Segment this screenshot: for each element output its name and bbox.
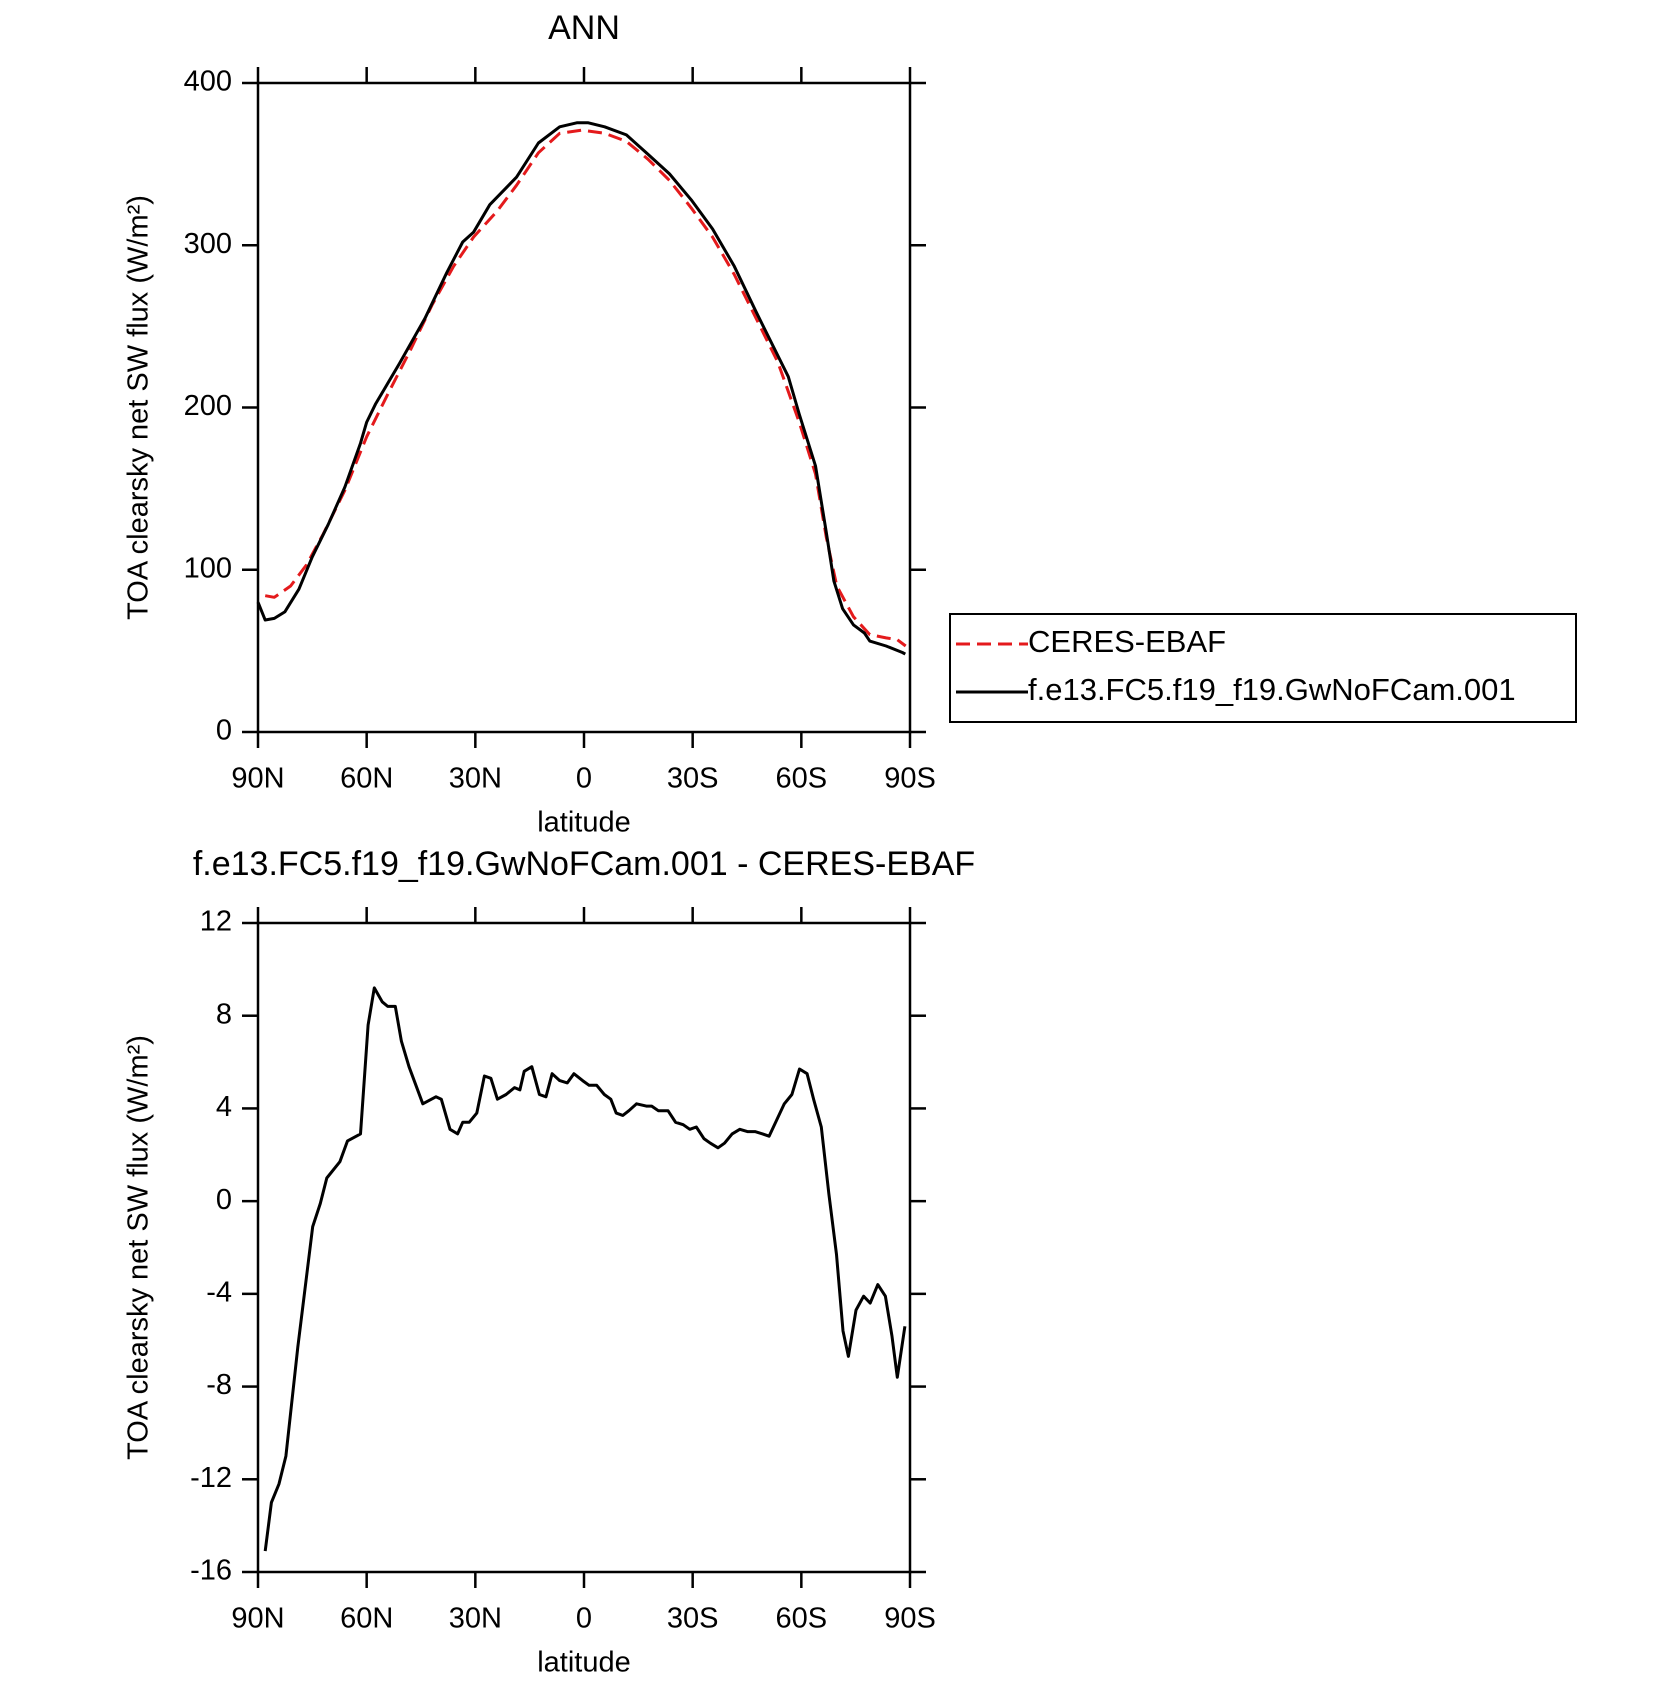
x-tick-label: 90N xyxy=(231,1603,284,1635)
x-tick-label: 0 xyxy=(576,763,592,795)
data-line xyxy=(264,128,907,648)
x-tick-label: 60N xyxy=(340,763,393,795)
legend-label: CERES-EBAF xyxy=(1028,624,1226,659)
x-tick-label: 0 xyxy=(576,1603,592,1635)
y-tick-label: 4 xyxy=(216,1091,232,1123)
x-tick-label: 30S xyxy=(667,1603,719,1635)
legend-label: f.e13.FC5.f19_f19.GwNoFCam.001 xyxy=(1028,672,1516,707)
y-tick-label: 100 xyxy=(184,552,232,584)
y-tick-label: -16 xyxy=(190,1555,232,1587)
y-tick-label: 0 xyxy=(216,1184,232,1216)
y-axis-label: TOA clearsky net SW flux (W/m²) xyxy=(123,195,155,620)
x-axis-label: latitude xyxy=(537,807,631,839)
y-tick-label: 400 xyxy=(184,66,232,98)
x-tick-label: 30N xyxy=(449,1603,502,1635)
y-tick-label: 12 xyxy=(200,906,232,938)
data-line xyxy=(263,986,907,1552)
x-tick-label: 60S xyxy=(776,763,828,795)
y-tick-label: -4 xyxy=(206,1277,232,1309)
data-line xyxy=(256,121,907,656)
legend-box xyxy=(949,613,1577,723)
x-tick-label: 60N xyxy=(340,1603,393,1635)
x-tick-label: 90S xyxy=(884,763,936,795)
chart-title: ANN xyxy=(548,9,620,47)
y-tick-label: 8 xyxy=(216,998,232,1030)
y-axis-label: TOA clearsky net SW flux (W/m²) xyxy=(123,1035,155,1460)
x-tick-label: 60S xyxy=(776,1603,828,1635)
x-tick-label: 30S xyxy=(667,763,719,795)
plot-frame xyxy=(256,921,912,1574)
x-tick-label: 30N xyxy=(449,763,502,795)
x-tick-label: 90S xyxy=(884,1603,936,1635)
y-tick-label: -12 xyxy=(190,1462,232,1494)
y-tick-label: 200 xyxy=(184,390,232,422)
chart-title: f.e13.FC5.f19_f19.GwNoFCam.001 - CERES-E… xyxy=(193,845,975,883)
plot-frame xyxy=(256,81,912,734)
x-tick-label: 90N xyxy=(231,763,284,795)
y-tick-label: -8 xyxy=(206,1369,232,1401)
x-axis-label: latitude xyxy=(537,1647,631,1679)
y-tick-label: 0 xyxy=(216,715,232,747)
y-tick-label: 300 xyxy=(184,228,232,260)
